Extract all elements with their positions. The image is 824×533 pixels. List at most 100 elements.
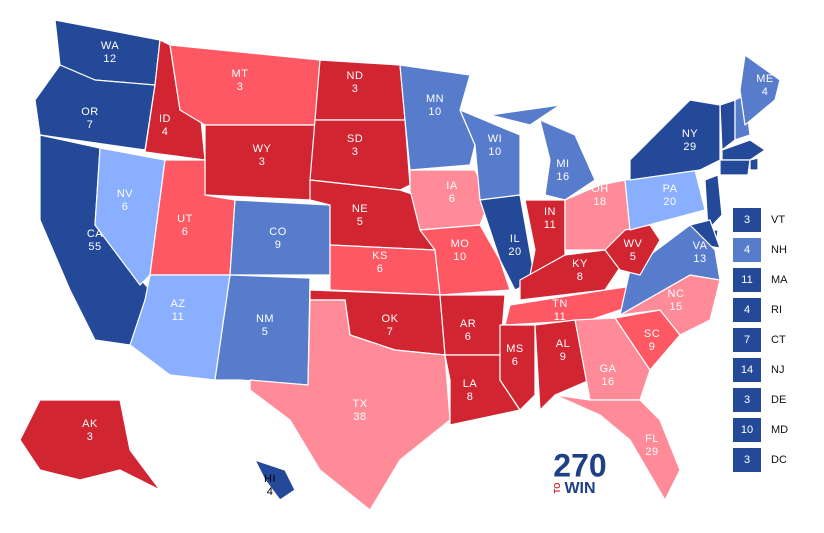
state-shape — [629, 99, 721, 181]
logo: 270 TO WIN — [553, 447, 607, 497]
state-votes: 11 — [554, 311, 566, 323]
state-votes: 6 — [449, 193, 456, 205]
state-abbr: NM — [256, 313, 274, 325]
state-abbr: IL — [510, 233, 520, 245]
state-votes: 6 — [377, 263, 384, 275]
legend-abbr: DE — [771, 394, 786, 406]
state-abbr: CO — [269, 226, 287, 238]
state-votes: 7 — [387, 326, 394, 338]
state-votes: 12 — [103, 53, 116, 65]
state-abbr: MI — [556, 158, 569, 170]
legend-votes: 4 — [744, 244, 750, 256]
legend-votes: 11 — [741, 274, 752, 286]
legend-abbr: DC — [771, 454, 787, 466]
state-votes: 55 — [88, 241, 101, 253]
state-votes: 10 — [453, 251, 466, 263]
state-votes: 15 — [669, 301, 682, 313]
state-votes: 6 — [465, 331, 472, 343]
state-shape — [499, 324, 536, 411]
logo-number: 270 — [553, 447, 606, 483]
legend-votes: 4 — [744, 304, 750, 316]
state-votes: 5 — [262, 326, 269, 338]
state-abbr: LA — [463, 378, 478, 390]
state-votes: 11 — [544, 219, 556, 231]
legend-box — [733, 328, 761, 352]
state-votes: 4 — [762, 86, 769, 98]
legend-abbr: MD — [771, 424, 788, 436]
state-abbr: UT — [177, 213, 193, 225]
state-votes: 8 — [577, 271, 584, 283]
state-shape — [719, 99, 736, 151]
state-abbr: NC — [668, 288, 685, 300]
legend-box — [733, 388, 761, 412]
state-abbr: NY — [682, 128, 698, 140]
state-abbr: MS — [506, 343, 524, 355]
state-votes: 9 — [649, 341, 656, 353]
state-abbr: WA — [101, 40, 119, 52]
state-abbr: NV — [117, 188, 133, 200]
state-abbr: AR — [460, 318, 476, 330]
state-votes: 29 — [645, 446, 658, 458]
legend-box — [733, 448, 761, 472]
state-votes: 38 — [353, 411, 366, 423]
legend-box — [733, 358, 761, 382]
state-abbr: IN — [544, 206, 556, 218]
state-abbr: HI — [264, 473, 276, 485]
state-shape — [619, 224, 721, 316]
legend-votes: 3 — [744, 394, 750, 406]
legend-votes: 7 — [744, 334, 750, 346]
state-abbr: TX — [352, 398, 367, 410]
state-shapes — [19, 19, 781, 511]
state-votes: 7 — [87, 119, 94, 131]
state-shape — [739, 54, 781, 126]
state-votes: 5 — [630, 251, 637, 263]
state-votes: 3 — [352, 146, 359, 158]
state-abbr: ME — [756, 73, 774, 85]
state-votes: 10 — [488, 146, 501, 158]
logo-win: WIN — [564, 480, 595, 497]
state-abbr: PA — [663, 183, 678, 195]
legend-box — [733, 298, 761, 322]
legend-abbr: MA — [771, 274, 788, 286]
state-votes: 4 — [267, 486, 274, 498]
state-abbr: OR — [81, 106, 99, 118]
state-abbr: KY — [572, 258, 588, 270]
state-votes: 3 — [237, 81, 244, 93]
legend-box — [733, 238, 761, 262]
state-abbr: AK — [82, 418, 98, 430]
state-shape — [554, 394, 681, 501]
legend-abbr: VT — [771, 214, 785, 226]
state-abbr: ID — [159, 113, 171, 125]
legend-votes: 10 — [741, 424, 753, 436]
state-shape — [249, 299, 451, 511]
state-abbr: WI — [488, 133, 502, 145]
state-votes: 18 — [593, 196, 606, 208]
state-votes: 29 — [683, 141, 696, 153]
state-abbr: WV — [624, 238, 643, 250]
state-abbr: MN — [426, 93, 444, 105]
state-shape — [534, 319, 591, 411]
state-votes: 6 — [122, 201, 129, 213]
legend-votes: 3 — [744, 214, 750, 226]
state-votes: 6 — [512, 356, 519, 368]
legend-abbr: CT — [771, 334, 786, 346]
state-shape — [309, 119, 411, 191]
state-shape — [719, 159, 751, 176]
state-votes: 4 — [162, 126, 169, 138]
state-shape — [574, 317, 651, 401]
state-shape — [254, 459, 296, 501]
state-shape — [419, 224, 511, 296]
state-votes: 16 — [601, 376, 614, 388]
state-abbr: NE — [352, 203, 368, 215]
state-abbr: AL — [556, 338, 570, 350]
state-abbr: SD — [347, 133, 363, 145]
state-abbr: FL — [645, 433, 659, 445]
state-labels: WA12OR7CA55NV6ID4MT3WY3UT6AZ11CO9NM5ND3S… — [81, 40, 774, 498]
state-votes: 9 — [275, 239, 282, 251]
logo-to: TO — [553, 483, 562, 494]
state-shape — [19, 399, 161, 491]
state-abbr: KS — [372, 250, 388, 262]
state-shape — [479, 194, 536, 291]
legend-abbr: NJ — [771, 364, 784, 376]
